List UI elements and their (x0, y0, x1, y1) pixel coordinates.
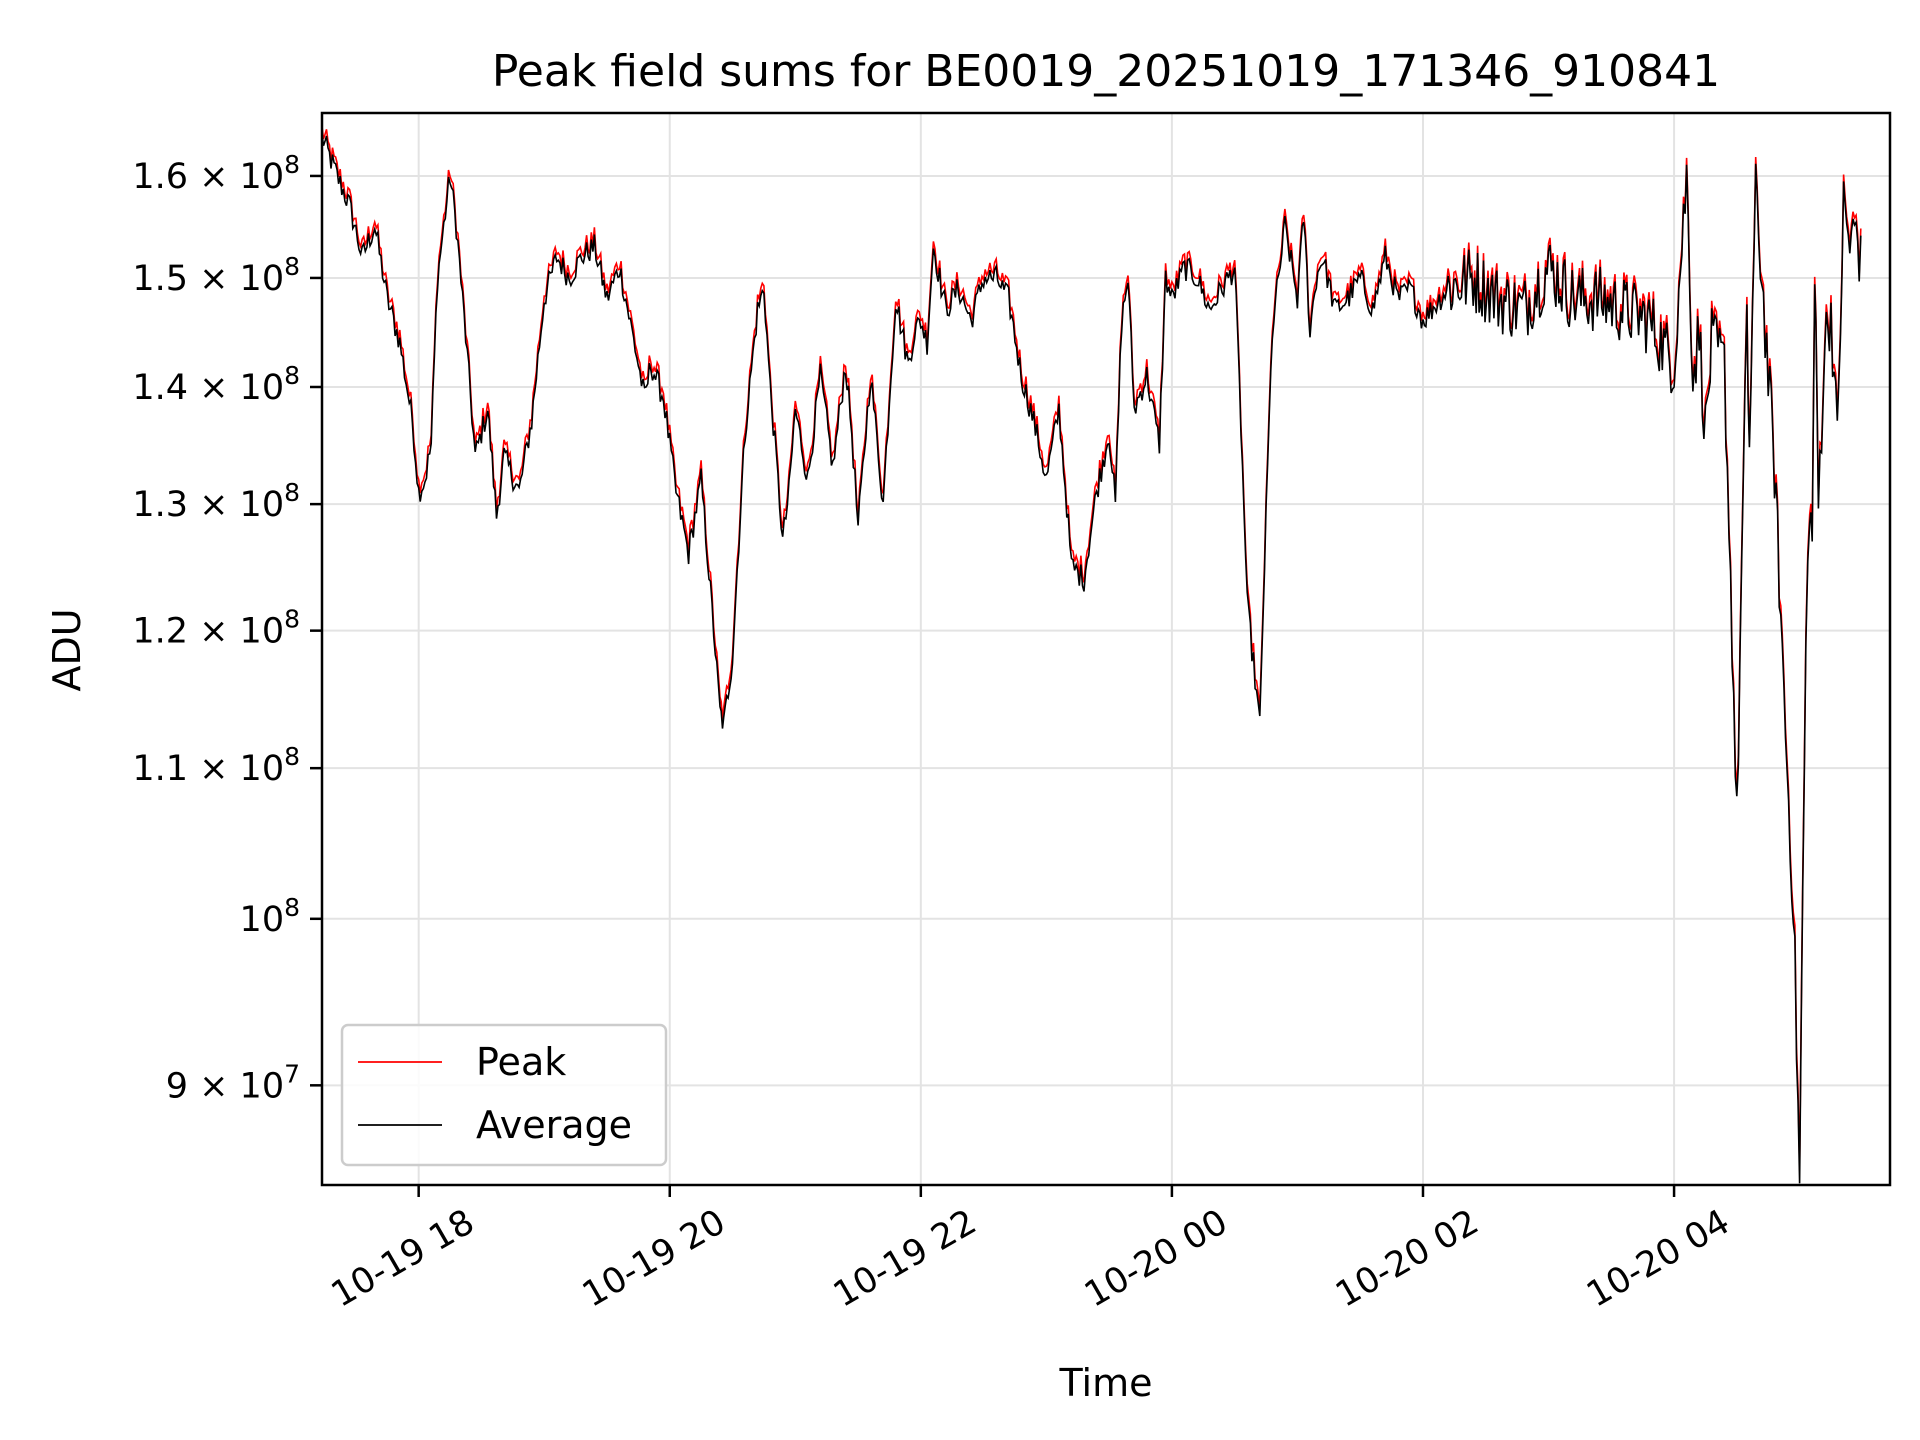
legend-label-average: Average (476, 1103, 632, 1147)
series-line-average (322, 132, 1862, 1184)
series-layer (322, 126, 1862, 1184)
y-tick-label: 9 × 107 (166, 1059, 300, 1106)
y-tick-label: 1.2 × 108 (132, 605, 300, 652)
legend-label-peak: Peak (476, 1040, 566, 1084)
grid-layer (322, 113, 1890, 1185)
y-axis-label: ADU (45, 608, 89, 691)
y-tick-label: 1.5 × 108 (132, 252, 300, 299)
legend-box (340, 1023, 668, 1167)
chart-title: Peak field sums for BE0019_20251019_1713… (492, 46, 1720, 97)
y-tick-label: 1.3 × 108 (132, 478, 300, 525)
y-tick-label: 1.1 × 108 (132, 742, 300, 789)
y-tick-label: 1.4 × 108 (132, 361, 300, 408)
x-axis-label: Time (1059, 1361, 1153, 1405)
y-tick-label: 1.6 × 108 (132, 150, 300, 197)
legend: Peak Average (340, 1023, 668, 1167)
plot-frame (320, 111, 1892, 1187)
y-tick-label: 108 (240, 893, 300, 940)
